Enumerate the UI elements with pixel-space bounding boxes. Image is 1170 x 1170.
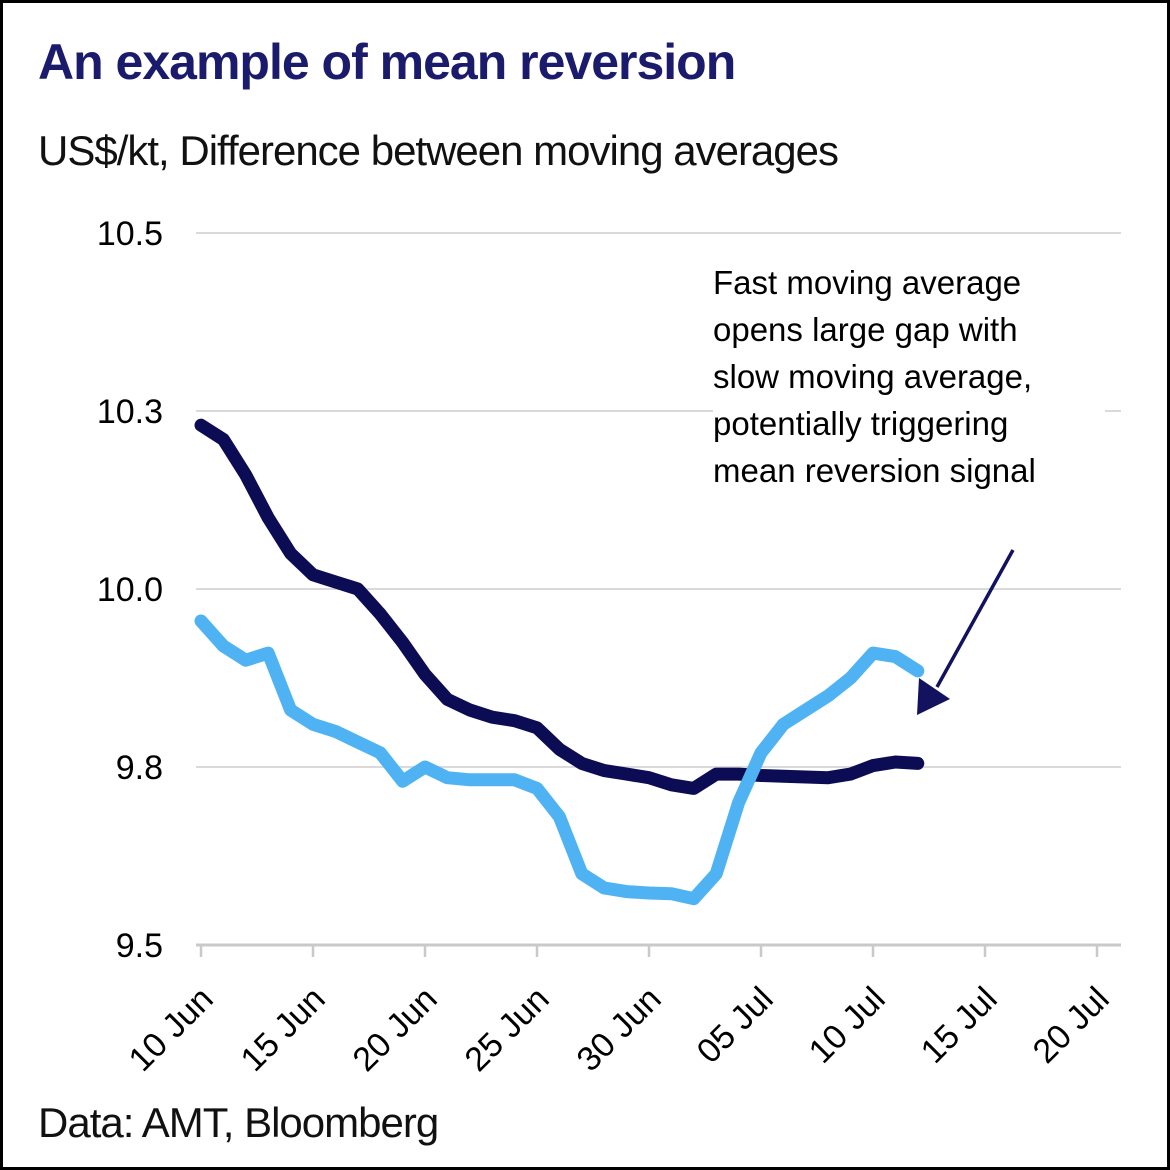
annotation-line: opens large gap with <box>713 311 1018 348</box>
annotation-arrow-head <box>917 678 950 715</box>
x-axis-label: 10 Jul <box>802 980 893 1071</box>
annotation-text: Fast moving average opens large gap with… <box>713 259 1105 494</box>
x-axis-labels: 10 Jun 15 Jun 20 Jun 25 Jun 30 Jun 05 Jul 10 J… <box>122 980 1117 1079</box>
y-axis-label: 10.0 <box>97 571 163 609</box>
x-axis-label: 20 Jun <box>346 980 445 1079</box>
x-axis-label: 30 Jun <box>570 980 669 1079</box>
annotation-arrow-shaft <box>935 549 1015 688</box>
data-series <box>194 418 1015 906</box>
data-source: Data: AMT, Bloomberg <box>38 1099 439 1146</box>
line-chart-canvas: 10.5 10.3 10.0 9.8 9.5 10 Jun 15 Jun 20 Jun 25 … <box>97 215 1121 1079</box>
page-title: An example of mean reversion <box>38 34 736 90</box>
x-axis-label: 05 Jul <box>690 980 781 1071</box>
annotation-line: Fast moving average <box>713 264 1022 301</box>
y-axis-label: 9.5 <box>116 927 163 965</box>
fast-moving-average-line <box>194 614 925 906</box>
x-axis-label: 25 Jun <box>458 980 557 1079</box>
y-axis-label: 9.8 <box>116 749 163 787</box>
annotation-line: mean reversion signal <box>713 452 1036 489</box>
x-axis-label: 15 Jul <box>914 980 1005 1071</box>
annotation-line: slow moving average, <box>713 358 1033 395</box>
x-axis-label: 20 Jul <box>1026 980 1117 1071</box>
y-axis-label: 10.5 <box>97 215 163 253</box>
x-axis-label: 15 Jun <box>234 980 333 1079</box>
y-axis-label: 10.3 <box>97 393 163 431</box>
y-axis-labels: 10.5 10.3 10.0 9.8 9.5 <box>97 215 163 965</box>
annotation-line: potentially triggering <box>713 405 1009 442</box>
x-axis-label: 10 Jun <box>122 980 221 1079</box>
chart-subtitle: US$/kt, Difference between moving averag… <box>38 127 839 174</box>
slow-moving-average-line <box>194 418 925 795</box>
x-axis <box>196 943 1121 957</box>
